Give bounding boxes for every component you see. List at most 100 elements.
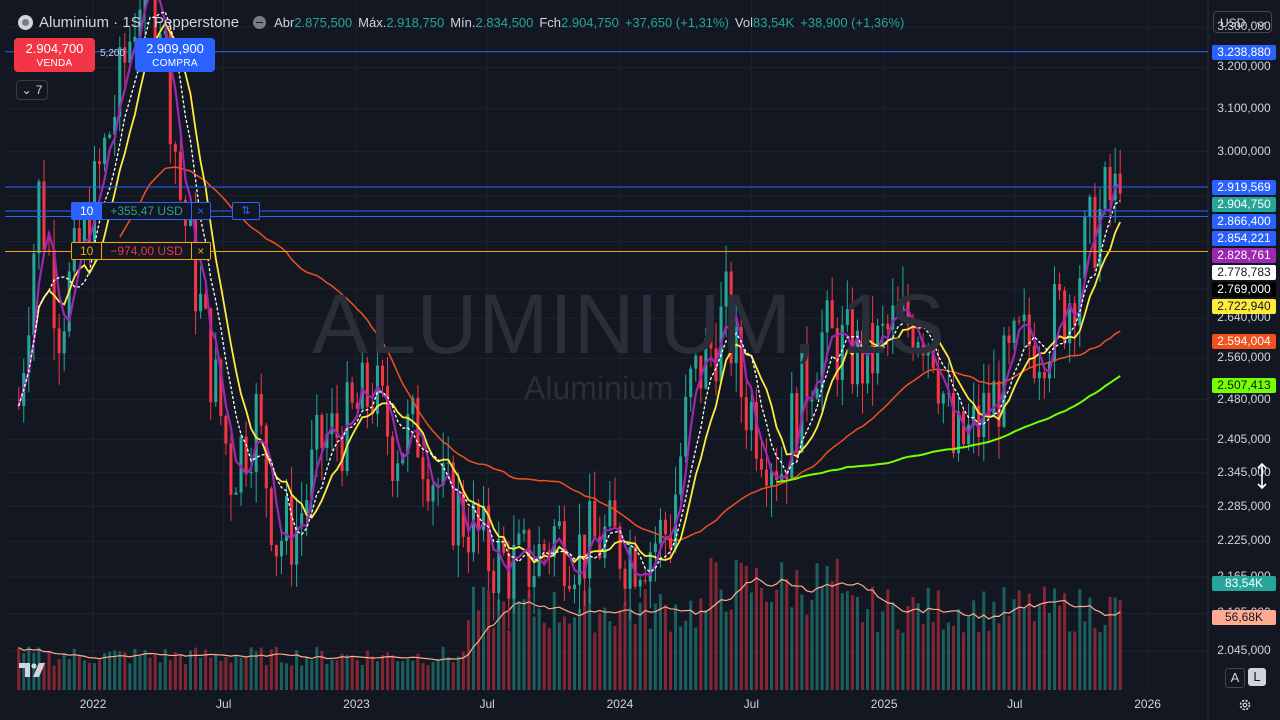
volume-bar bbox=[906, 605, 910, 690]
volume-bar bbox=[608, 621, 612, 690]
volume-bar bbox=[800, 594, 804, 690]
candle-body bbox=[396, 463, 400, 481]
volume-label: Vol bbox=[734, 14, 753, 30]
volume-bar bbox=[118, 651, 122, 690]
volume-bar bbox=[163, 649, 167, 690]
candle-body bbox=[461, 491, 465, 537]
position-order[interactable]: 10 −974,00 USD × bbox=[71, 242, 211, 261]
volume-bar bbox=[72, 648, 76, 690]
candle-body bbox=[153, 0, 157, 48]
close-icon[interactable]: × bbox=[190, 243, 210, 260]
price-badge: 83,54K bbox=[1212, 576, 1276, 591]
candle-body bbox=[684, 396, 688, 457]
candle-body bbox=[770, 471, 774, 486]
volume-bar bbox=[153, 654, 157, 690]
symbol-title[interactable]: Aluminium · 1S · Pepperstone bbox=[39, 13, 240, 31]
volume-bar bbox=[845, 591, 849, 690]
volume-bar bbox=[335, 660, 339, 690]
candle-body bbox=[269, 488, 273, 546]
position-long[interactable]: 10 +355,47 USD × bbox=[71, 201, 211, 220]
volume-bar bbox=[396, 661, 400, 690]
candle-body bbox=[567, 585, 571, 590]
volume-bar bbox=[729, 609, 733, 690]
volume-bar bbox=[992, 601, 996, 690]
change-value: +37,650 (+1,31%) bbox=[624, 14, 729, 30]
candle-body bbox=[37, 181, 41, 254]
hide-icon[interactable] bbox=[253, 15, 267, 29]
volume-bar bbox=[820, 586, 824, 690]
volume-bar bbox=[871, 586, 875, 690]
candle-body bbox=[729, 271, 733, 364]
candle-body bbox=[1088, 196, 1092, 218]
candle-body bbox=[1078, 278, 1082, 326]
volume-bar bbox=[613, 625, 617, 690]
resize-cursor-icon bbox=[1257, 463, 1267, 489]
tradingview-logo-icon[interactable] bbox=[17, 660, 51, 680]
log-scale-button[interactable]: L bbox=[1248, 668, 1266, 686]
volume-bar bbox=[1108, 596, 1112, 690]
ma-purple-line bbox=[17, 0, 1121, 577]
candle-body bbox=[694, 355, 698, 369]
indicators-count: 7 bbox=[35, 83, 43, 97]
candle-body bbox=[608, 500, 612, 527]
sell-button[interactable]: 2.904,700 VENDA bbox=[14, 38, 95, 72]
volume-bar bbox=[881, 611, 885, 690]
price-tick-label: 3.100,000 bbox=[1217, 100, 1271, 115]
candle-body bbox=[830, 300, 834, 329]
volume-bar bbox=[244, 656, 248, 690]
spread-value: 5,200 bbox=[100, 48, 126, 59]
volume-bar bbox=[921, 624, 925, 690]
volume-bar bbox=[744, 565, 748, 690]
volume-bar bbox=[956, 609, 961, 690]
candle-body bbox=[229, 443, 233, 495]
candle-body bbox=[370, 406, 374, 414]
auto-scale-button[interactable]: A bbox=[1225, 668, 1245, 688]
candle-body bbox=[497, 538, 501, 594]
volume-bar bbox=[941, 629, 945, 690]
candle-body bbox=[633, 547, 637, 587]
volume-bar bbox=[694, 627, 698, 690]
currency-select[interactable]: USD bbox=[1213, 11, 1272, 33]
candle-body bbox=[406, 414, 410, 454]
volume-bar bbox=[668, 631, 673, 690]
candle-body bbox=[254, 394, 258, 472]
candle-body bbox=[820, 332, 824, 389]
volume-bar bbox=[633, 624, 637, 690]
volume-bar bbox=[674, 604, 678, 690]
close-icon[interactable]: × bbox=[190, 202, 210, 219]
buy-button[interactable]: 2.909,900 COMPRA bbox=[135, 38, 215, 72]
volume-bar bbox=[1052, 588, 1057, 690]
candle-body bbox=[764, 469, 769, 486]
candle-body bbox=[709, 338, 713, 349]
candle-body bbox=[1052, 284, 1057, 362]
gear-icon[interactable] bbox=[1238, 698, 1252, 712]
time-tick-label: Jul bbox=[216, 697, 232, 711]
candle-body bbox=[1083, 217, 1087, 279]
reverse-position-icon[interactable]: ⇅ bbox=[232, 201, 260, 220]
volume-bar bbox=[790, 607, 794, 690]
volume-bar bbox=[810, 600, 814, 690]
candle-body bbox=[421, 457, 425, 480]
candle-body bbox=[1103, 166, 1107, 209]
volume-bar bbox=[982, 591, 986, 690]
candle-body bbox=[310, 449, 314, 501]
volume-bar bbox=[572, 617, 577, 690]
indicators-toggle[interactable]: ⌄ 7 bbox=[16, 80, 48, 100]
volume-bar bbox=[951, 625, 955, 690]
candle-body bbox=[739, 326, 743, 398]
volume-bar bbox=[764, 601, 769, 690]
volume-bar bbox=[386, 652, 390, 690]
volume-bar bbox=[987, 630, 991, 690]
volume-bar bbox=[284, 663, 289, 690]
candle-body bbox=[921, 341, 925, 356]
symbol-icon[interactable] bbox=[18, 14, 33, 30]
volume-bar bbox=[704, 609, 708, 690]
volume-bar bbox=[269, 649, 273, 690]
candle-body bbox=[290, 495, 294, 565]
position-pnl: +355,47 USD bbox=[101, 202, 191, 219]
candle-body bbox=[557, 521, 561, 527]
volume-bar bbox=[1027, 593, 1031, 690]
volume-bar bbox=[42, 662, 46, 690]
volume-bar bbox=[254, 651, 258, 690]
price-badge: 2.854,221 bbox=[1212, 231, 1276, 247]
